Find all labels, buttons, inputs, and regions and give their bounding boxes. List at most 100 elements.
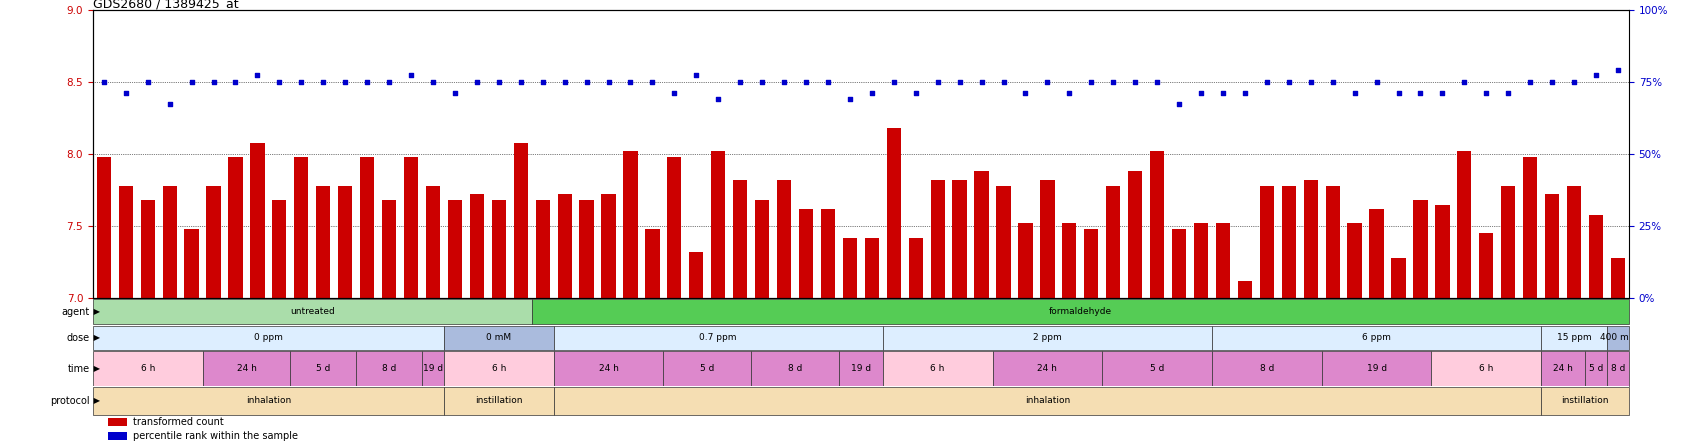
Point: [1166, 100, 1193, 107]
Bar: [491, 200, 506, 298]
Point: [223, 78, 250, 85]
Bar: [1369, 209, 1384, 298]
Bar: [206, 186, 221, 298]
Bar: [1212, 352, 1322, 385]
Bar: [93, 387, 444, 415]
Text: 6 h: 6 h: [1479, 364, 1494, 373]
Bar: [1545, 194, 1560, 298]
Bar: [118, 186, 133, 298]
Point: [289, 78, 316, 85]
Point: [420, 78, 447, 85]
Text: formaldehyde: formaldehyde: [1048, 307, 1112, 316]
Bar: [864, 238, 879, 298]
Bar: [667, 157, 682, 298]
Point: [793, 78, 820, 85]
Bar: [444, 352, 554, 385]
Bar: [1607, 352, 1629, 385]
Point: [991, 78, 1018, 85]
Bar: [1435, 205, 1450, 298]
Bar: [1193, 223, 1209, 298]
Bar: [444, 387, 554, 415]
Bar: [1523, 157, 1538, 298]
Bar: [886, 128, 901, 298]
Bar: [996, 186, 1011, 298]
Point: [596, 78, 623, 85]
Point: [486, 78, 513, 85]
Point: [859, 90, 886, 97]
Bar: [1018, 223, 1033, 298]
Point: [1210, 90, 1237, 97]
Bar: [1040, 180, 1055, 298]
Bar: [184, 229, 199, 298]
Text: ▶: ▶: [91, 333, 100, 342]
Point: [267, 78, 294, 85]
Bar: [447, 200, 463, 298]
Bar: [1585, 352, 1607, 385]
Bar: [883, 352, 993, 385]
Text: untreated: untreated: [290, 307, 334, 316]
Bar: [1215, 223, 1231, 298]
Point: [684, 71, 711, 78]
Bar: [360, 157, 375, 298]
Point: [1561, 78, 1588, 85]
Bar: [579, 200, 594, 298]
Bar: [554, 387, 1541, 415]
Bar: [250, 143, 265, 298]
Bar: [1259, 186, 1274, 298]
Bar: [776, 180, 792, 298]
Bar: [1106, 186, 1121, 298]
Point: [1539, 78, 1566, 85]
Bar: [930, 180, 945, 298]
Bar: [689, 252, 704, 298]
Text: 8 d: 8 d: [788, 364, 802, 373]
Bar: [711, 151, 726, 298]
Bar: [1391, 258, 1406, 298]
Point: [1496, 90, 1523, 97]
Bar: [1281, 186, 1296, 298]
Bar: [645, 229, 660, 298]
Bar: [1212, 325, 1541, 350]
Text: 6 ppm: 6 ppm: [1362, 333, 1391, 342]
Text: 6 h: 6 h: [140, 364, 155, 373]
Bar: [469, 194, 484, 298]
Point: [749, 78, 776, 85]
Point: [376, 78, 403, 85]
Bar: [422, 352, 444, 385]
Point: [464, 78, 491, 85]
Bar: [228, 157, 243, 298]
Bar: [93, 299, 532, 325]
Bar: [842, 238, 858, 298]
Bar: [1322, 352, 1431, 385]
Point: [1605, 67, 1632, 74]
Bar: [316, 186, 331, 298]
Bar: [1541, 387, 1629, 415]
Text: agent: agent: [61, 307, 89, 317]
Bar: [535, 200, 550, 298]
Text: 0.7 ppm: 0.7 ppm: [699, 333, 738, 342]
Point: [1057, 90, 1084, 97]
Point: [333, 78, 360, 85]
Point: [201, 78, 228, 85]
Bar: [952, 180, 967, 298]
Point: [1123, 78, 1150, 85]
Bar: [557, 194, 572, 298]
Bar: [1084, 229, 1099, 298]
Text: ▶: ▶: [91, 396, 100, 405]
Bar: [1431, 352, 1541, 385]
Bar: [203, 352, 290, 385]
Point: [1079, 78, 1106, 85]
Text: 24 h: 24 h: [1038, 364, 1057, 373]
Bar: [1171, 229, 1187, 298]
Bar: [751, 352, 839, 385]
Text: instillation: instillation: [1561, 396, 1609, 405]
Bar: [839, 352, 883, 385]
Text: GDS2680 / 1389425_at: GDS2680 / 1389425_at: [93, 0, 238, 10]
Text: ▶: ▶: [91, 364, 100, 373]
Bar: [140, 200, 155, 298]
Point: [1408, 90, 1435, 97]
Bar: [513, 143, 528, 298]
Text: inhalation: inhalation: [1025, 396, 1070, 405]
Bar: [108, 432, 127, 440]
Point: [1364, 78, 1391, 85]
Bar: [1607, 325, 1629, 350]
